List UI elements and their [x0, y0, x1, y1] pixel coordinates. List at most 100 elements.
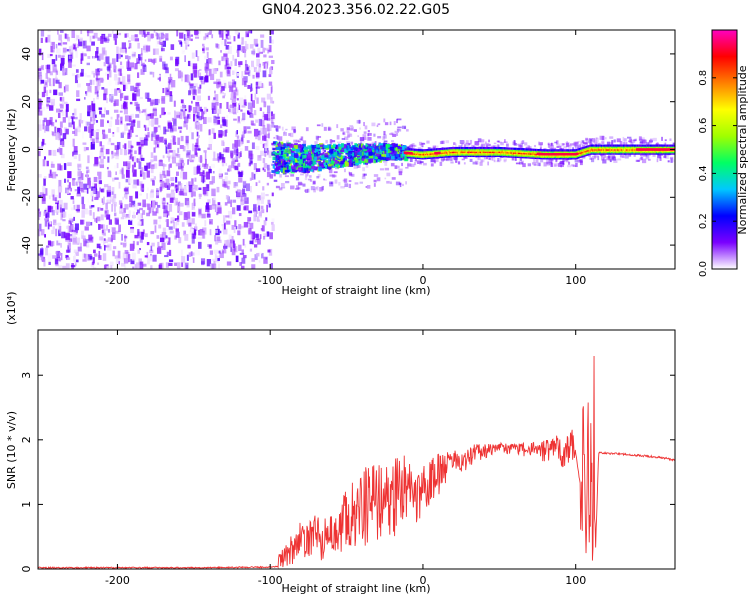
- heatmap-cell: [481, 159, 485, 162]
- heatmap-cell: [343, 180, 346, 182]
- heatmap-cell: [94, 177, 98, 182]
- heatmap-cell: [232, 236, 234, 240]
- heatmap-cell: [256, 182, 258, 186]
- heatmap-cell: [45, 188, 47, 195]
- heatmap-cell: [217, 258, 220, 261]
- heatmap-cell: [355, 182, 359, 184]
- heatmap-cell: [220, 231, 222, 234]
- heatmap-cell: [86, 147, 89, 150]
- heatmap-cell: [480, 139, 484, 142]
- heatmap-cell: [324, 155, 328, 157]
- heatmap-cell: [338, 182, 340, 186]
- heatmap-cell: [301, 167, 303, 171]
- heatmap-cell: [106, 225, 108, 231]
- heatmap-cell: [285, 129, 287, 131]
- heatmap-cell: [81, 210, 85, 218]
- heatmap-cell: [253, 49, 256, 56]
- heatmap-cell: [217, 187, 220, 192]
- heatmap-cell: [264, 163, 268, 168]
- heatmap-cell: [274, 180, 277, 182]
- heatmap-cell: [342, 132, 344, 134]
- heatmap-cell: [135, 34, 138, 37]
- heatmap-cell: [81, 69, 84, 76]
- heatmap-cell: [243, 255, 247, 258]
- heatmap-cell: [94, 33, 98, 39]
- heatmap-cell: [114, 101, 116, 107]
- heatmap-cell: [170, 221, 172, 224]
- heatmap-cell: [82, 204, 85, 209]
- heatmap-cell: [237, 230, 240, 235]
- heatmap-cell: [214, 250, 218, 254]
- heatmap-cell: [300, 156, 302, 159]
- heatmap-cell: [72, 232, 76, 238]
- heatmap-cell: [49, 78, 51, 86]
- heatmap-cell: [130, 244, 134, 251]
- heatmap-cell: [515, 158, 517, 161]
- heatmap-cell: [147, 32, 150, 35]
- heatmap-cell: [151, 243, 154, 247]
- heatmap-cell: [183, 146, 186, 152]
- heatmap-cell: [175, 153, 178, 156]
- heatmap-cell: [220, 50, 222, 53]
- heatmap-cell: [122, 197, 124, 200]
- heatmap-cell: [99, 111, 102, 115]
- heatmap-cell: [132, 165, 134, 173]
- heatmap-cell: [52, 226, 54, 230]
- heatmap-cell: [414, 160, 416, 162]
- heatmap-cell: [62, 111, 65, 116]
- heatmap-cell: [106, 98, 108, 103]
- heatmap-cell: [229, 165, 231, 171]
- heatmap-cell: [229, 105, 233, 113]
- heatmap-cell: [335, 180, 338, 184]
- heatmap-cell: [137, 121, 140, 128]
- heatmap-cell: [261, 206, 263, 209]
- heatmap-cell: [156, 235, 159, 239]
- heatmap-cell: [402, 126, 406, 129]
- heatmap-cell: [286, 153, 288, 156]
- heatmap-cell: [307, 156, 311, 158]
- heatmap-cell: [262, 186, 264, 190]
- figure-title: GN04.2023.356.02.22.G05: [262, 2, 450, 18]
- heatmap-cell: [355, 159, 358, 163]
- heatmap-cell: [145, 59, 147, 61]
- heatmap-cell: [142, 200, 146, 208]
- heatmap-cell: [110, 262, 114, 266]
- heatmap-cell: [567, 165, 571, 167]
- heatmap-cell: [222, 184, 226, 187]
- heatmap-cell: [405, 181, 407, 184]
- heatmap-cell: [242, 180, 246, 185]
- heatmap-cell: [140, 167, 143, 174]
- heatmap-cell: [252, 75, 254, 79]
- heatmap-cell: [223, 215, 225, 223]
- heatmap-cell: [386, 181, 389, 184]
- heatmap-cell: [237, 98, 239, 100]
- heatmap-cell: [182, 163, 185, 166]
- heatmap-cell: [208, 96, 210, 100]
- heatmap-cell: [90, 152, 93, 159]
- heatmap-cell: [340, 150, 344, 152]
- heatmap-cell: [162, 61, 166, 66]
- heatmap-cell: [130, 132, 132, 136]
- heatmap-cell: [135, 135, 137, 137]
- heatmap-cell: [305, 174, 307, 178]
- heatmap-cell: [376, 153, 380, 156]
- heatmap-cell: [189, 105, 191, 112]
- heatmap-cell: [104, 62, 106, 66]
- heatmap-cell: [309, 175, 312, 178]
- heatmap-cell: [191, 229, 194, 233]
- heatmap-cell: [132, 185, 136, 189]
- heatmap-cell: [113, 246, 116, 249]
- heatmap-cell: [165, 38, 168, 41]
- heatmap-cell: [135, 114, 139, 118]
- heatmap-cell: [440, 162, 443, 166]
- heatmap-cell: [348, 153, 351, 157]
- heatmap-cell: [290, 174, 294, 176]
- heatmap-cell: [44, 218, 47, 220]
- heatmap-cell: [364, 153, 368, 156]
- heatmap-cell: [281, 147, 285, 149]
- heatmap-cell: [309, 162, 311, 166]
- heatmap-cell: [200, 155, 202, 163]
- heatmap-cell: [294, 164, 298, 166]
- heatmap-cell: [64, 179, 66, 183]
- heatmap-cell: [156, 188, 158, 192]
